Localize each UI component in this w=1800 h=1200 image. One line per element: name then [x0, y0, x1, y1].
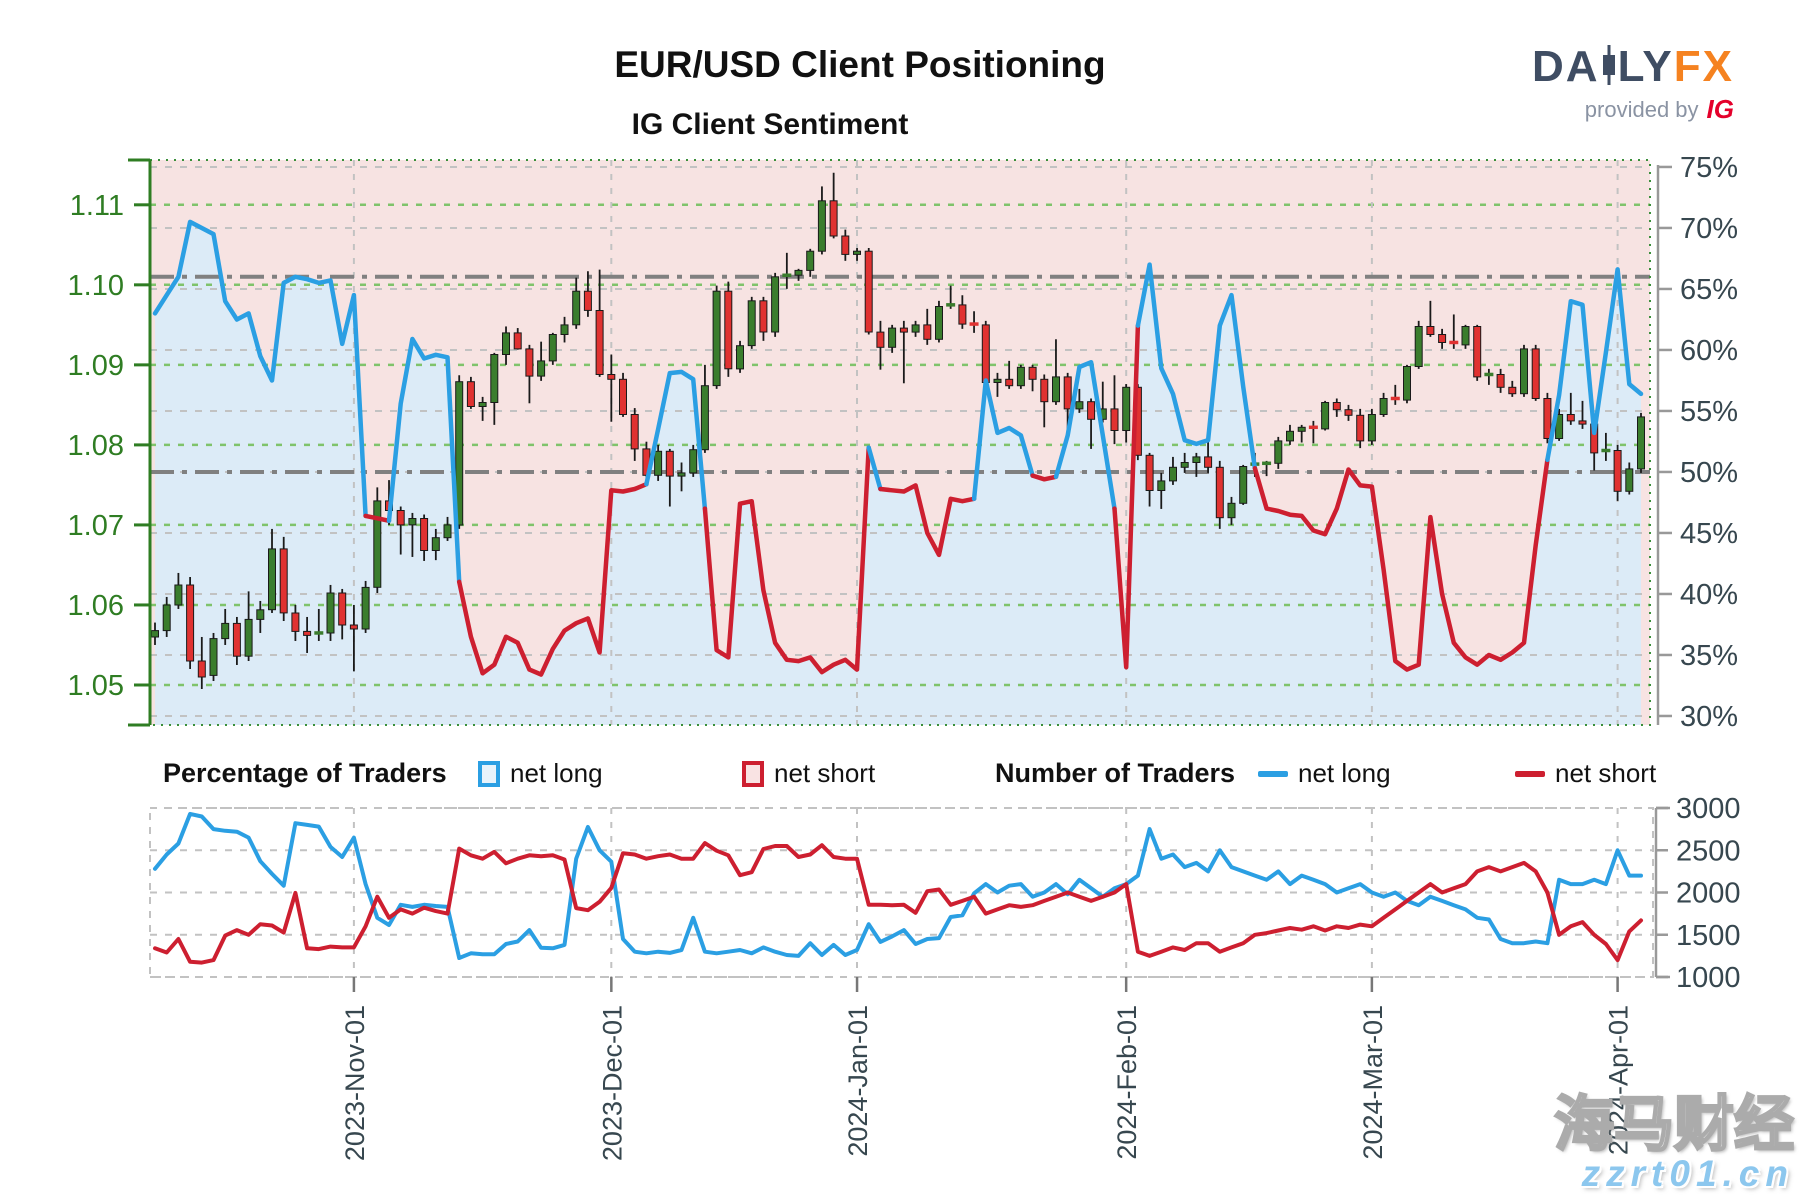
candlestick-icon [1602, 44, 1616, 90]
svg-text:35%: 35% [1680, 640, 1738, 672]
ig-logo: IG [1706, 94, 1734, 124]
svg-text:1.10: 1.10 [68, 270, 124, 302]
svg-text:2024-Mar-01: 2024-Mar-01 [1358, 1005, 1388, 1160]
svg-text:75%: 75% [1680, 152, 1738, 184]
svg-text:55%: 55% [1680, 396, 1738, 428]
svg-text:1.08: 1.08 [68, 430, 124, 462]
dailyfx-logo: DA LY FX provided by IG [1532, 42, 1734, 125]
traders-chart: 3000 2500 2000 1500 1000 2023-Nov-01 2023-Dec-… [149, 793, 1741, 1161]
svg-text:2500: 2500 [1676, 835, 1741, 867]
svg-text:1.11: 1.11 [70, 190, 124, 222]
svg-text:3000: 3000 [1676, 793, 1741, 825]
logo-text-da: DA [1532, 42, 1600, 91]
svg-text:2000: 2000 [1676, 878, 1741, 910]
logo-text-ly: LY [1617, 42, 1674, 91]
svg-text:2024-Apr-01: 2024-Apr-01 [1604, 1005, 1634, 1155]
svg-text:2024-Feb-01: 2024-Feb-01 [1112, 1005, 1142, 1160]
svg-text:2024-Jan-01: 2024-Jan-01 [843, 1005, 873, 1157]
svg-text:65%: 65% [1680, 274, 1738, 306]
logo-text-fx: FX [1673, 42, 1734, 91]
chart-subtitle: IG Client Sentiment [631, 108, 909, 141]
svg-text:40%: 40% [1680, 579, 1738, 611]
svg-text:60%: 60% [1680, 335, 1738, 367]
provided-by-label: provided by [1584, 96, 1699, 122]
svg-text:30%: 30% [1680, 701, 1738, 733]
page-title: EUR/USD Client Positioning [614, 44, 1106, 85]
svg-text:2023-Dec-01: 2023-Dec-01 [597, 1005, 627, 1161]
watermark: 海马财经 zzrt01.cn [1553, 1091, 1796, 1194]
main-chart: 1.11 1.10 1.09 1.08 1.07 1.06 1.05 75% 70% 65% 60%… [68, 152, 1739, 733]
svg-text:50%: 50% [1680, 457, 1738, 489]
svg-text:1.09: 1.09 [68, 350, 124, 382]
svg-text:1500: 1500 [1676, 920, 1741, 952]
watermark-chinese: 海马财经 [1553, 1091, 1796, 1158]
watermark-url: zzrt01.cn [1581, 1153, 1794, 1194]
svg-text:1.05: 1.05 [68, 670, 124, 702]
svg-text:1.07: 1.07 [68, 510, 124, 542]
svg-text:2023-Nov-01: 2023-Nov-01 [340, 1005, 370, 1161]
svg-text:70%: 70% [1680, 213, 1738, 245]
svg-text:1000: 1000 [1676, 962, 1741, 994]
svg-text:1.06: 1.06 [68, 590, 124, 622]
svg-text:45%: 45% [1680, 518, 1738, 550]
